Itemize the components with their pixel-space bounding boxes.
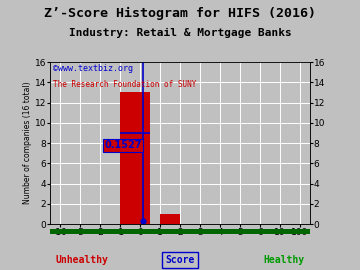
Bar [120, 92, 150, 224]
Bar [160, 214, 180, 224]
Text: Unhealthy: Unhealthy [56, 255, 109, 265]
Text: Z’-Score Histogram for HIFS (2016): Z’-Score Histogram for HIFS (2016) [44, 7, 316, 20]
Text: The Research Foundation of SUNY: The Research Foundation of SUNY [53, 80, 196, 89]
Text: Score: Score [165, 255, 195, 265]
Text: Industry: Retail & Mortgage Banks: Industry: Retail & Mortgage Banks [69, 28, 291, 38]
Text: 0.1527: 0.1527 [104, 140, 141, 150]
Text: Healthy: Healthy [263, 255, 304, 265]
Y-axis label: Number of companies (16 total): Number of companies (16 total) [23, 82, 32, 204]
Text: ©www.textbiz.org: ©www.textbiz.org [53, 64, 133, 73]
